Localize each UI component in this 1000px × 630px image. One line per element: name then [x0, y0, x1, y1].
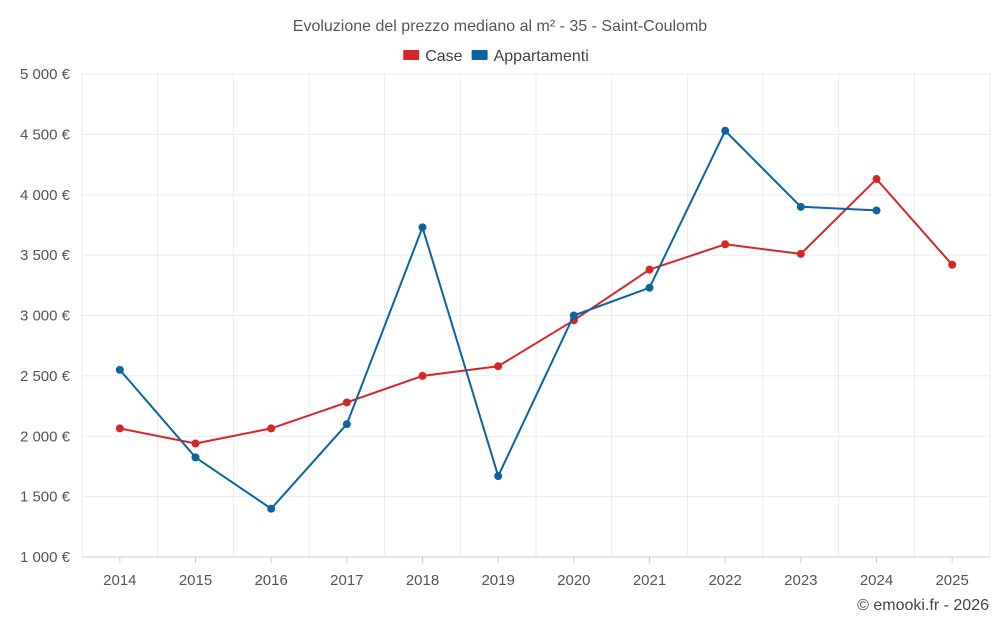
legend-label-case: Case — [425, 48, 462, 65]
x-tick-label: 2025 — [935, 572, 968, 589]
data-point-appartamenti — [494, 472, 503, 481]
data-point-appartamenti — [796, 202, 805, 211]
y-tick-label: 2 000 € — [20, 428, 71, 445]
chart-title: Evoluzione del prezzo mediano al m² - 35… — [293, 18, 708, 35]
data-point-case — [267, 424, 276, 433]
data-point-case — [494, 362, 503, 371]
legend: Case Appartamenti — [403, 48, 589, 65]
data-point-appartamenti — [267, 504, 276, 513]
data-point-case — [115, 424, 124, 433]
x-tick-label: 2024 — [860, 572, 893, 589]
x-tick-label: 2014 — [103, 572, 136, 589]
x-tick-label: 2015 — [179, 572, 212, 589]
gridlines — [81, 73, 991, 558]
data-point-appartamenti — [872, 206, 881, 215]
data-point-case — [645, 265, 654, 274]
y-tick-label: 1 000 € — [20, 549, 71, 566]
data-point-appartamenti — [721, 126, 730, 135]
x-tick-label: 2018 — [406, 572, 439, 589]
data-point-appartamenti — [115, 365, 124, 374]
data-point-case — [948, 260, 957, 269]
x-tick-label: 2022 — [708, 572, 741, 589]
data-point-case — [418, 371, 427, 380]
series-layer — [115, 126, 957, 513]
y-tick-label: 4 000 € — [20, 187, 71, 204]
data-point-appartamenti — [569, 311, 578, 320]
data-point-appartamenti — [191, 453, 200, 462]
x-tick-label: 2021 — [633, 572, 666, 589]
y-tick-label: 3 000 € — [20, 308, 71, 325]
y-tick-label: 3 500 € — [20, 247, 71, 264]
y-tick-label: 4 500 € — [20, 126, 71, 143]
x-tick-label: 2020 — [557, 572, 590, 589]
y-tick-label: 2 500 € — [20, 368, 71, 385]
data-point-case — [191, 439, 200, 448]
data-point-appartamenti — [418, 223, 427, 232]
credit-text: © emooki.fr - 2026 — [857, 597, 989, 614]
x-tick-label: 2023 — [784, 572, 817, 589]
legend-label-appartamenti: Appartamenti — [494, 48, 589, 65]
x-tick-label: 2019 — [481, 572, 514, 589]
y-tick-label: 1 500 € — [20, 489, 71, 506]
data-point-case — [721, 240, 730, 249]
x-tick-label: 2017 — [330, 572, 363, 589]
data-point-case — [872, 175, 881, 184]
y-tick-label: 5 000 € — [20, 66, 71, 83]
legend-swatch-appartamenti — [471, 50, 488, 60]
legend-swatch-case — [403, 50, 420, 60]
data-point-case — [342, 398, 351, 407]
x-tick-label: 2016 — [254, 572, 287, 589]
data-point-appartamenti — [342, 420, 351, 429]
series-line-case — [119, 178, 953, 445]
axes: 1 000 € 1 500 € 2 000 € 2 500 € 3 000 € 3 500… — [20, 66, 990, 589]
data-point-case — [796, 249, 805, 258]
data-point-appartamenti — [645, 283, 654, 292]
